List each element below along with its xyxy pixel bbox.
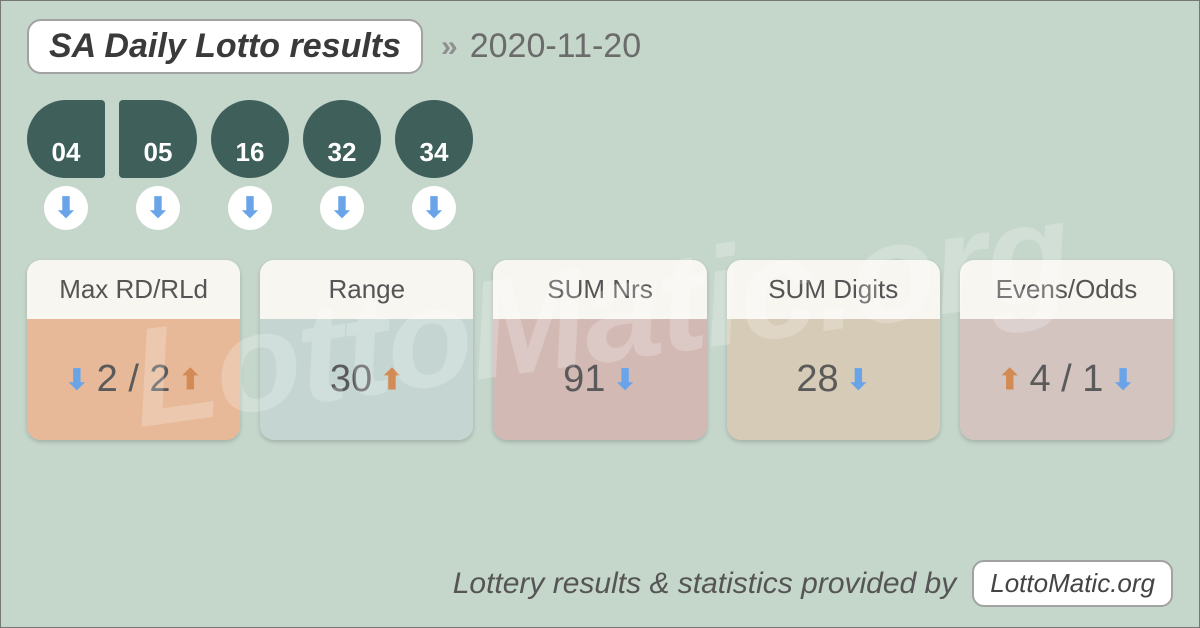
stat-value-text: 2 / 2 bbox=[97, 358, 171, 401]
stat-label: Range bbox=[260, 260, 473, 319]
stat-value: 28 ⬇ bbox=[727, 319, 940, 440]
stat-value-text: 91 bbox=[563, 358, 605, 401]
trend-indicator: ⬇ bbox=[320, 186, 364, 230]
stat-value-text: 4 / 1 bbox=[1029, 358, 1103, 401]
stat-card: Range 30 ⬆ bbox=[260, 260, 473, 440]
stat-card: Max RD/RLd ⬇ 2 / 2 ⬆ bbox=[27, 260, 240, 440]
stat-label: SUM Nrs bbox=[493, 260, 706, 319]
stat-value: ⬇ 2 / 2 ⬆ bbox=[27, 319, 240, 440]
arrow-down-icon: ⬇ bbox=[422, 194, 445, 222]
arrow-down-icon: ⬇ bbox=[146, 194, 169, 222]
arrow-down-icon: ⬇ bbox=[847, 366, 870, 394]
lotto-balls-row: 04 ⬇ 05 ⬇ 16 ⬇ 32 ⬇ 34 ⬇ bbox=[1, 74, 1199, 230]
footer: Lottery results & statistics provided by… bbox=[27, 560, 1173, 607]
lotto-ball-value: 04 bbox=[27, 100, 105, 178]
lotto-ball: 16 ⬇ bbox=[211, 100, 289, 230]
stat-label: Evens/Odds bbox=[960, 260, 1173, 319]
page-title: SA Daily Lotto results bbox=[27, 19, 423, 74]
stat-card: SUM Digits 28 ⬇ bbox=[727, 260, 940, 440]
footer-text: Lottery results & statistics provided by bbox=[453, 567, 957, 601]
lotto-ball-value: 32 bbox=[303, 100, 381, 178]
arrow-down-icon: ⬇ bbox=[613, 366, 636, 394]
stat-value-text: 30 bbox=[330, 358, 372, 401]
stat-value-text: 28 bbox=[796, 358, 838, 401]
stat-card: SUM Nrs 91 ⬇ bbox=[493, 260, 706, 440]
stats-row: Max RD/RLd⬇2 / 2⬆Range30⬆SUM Nrs91⬇SUM D… bbox=[1, 230, 1199, 440]
lotto-ball: 04 ⬇ bbox=[27, 100, 105, 230]
lotto-ball-value: 16 bbox=[211, 100, 289, 178]
header: SA Daily Lotto results » 2020-11-20 bbox=[1, 1, 1199, 74]
lotto-ball: 32 ⬇ bbox=[303, 100, 381, 230]
arrow-up-icon: ⬆ bbox=[179, 366, 202, 394]
footer-brand: LottoMatic.org bbox=[972, 560, 1173, 607]
arrow-down-icon: ⬇ bbox=[238, 194, 261, 222]
trend-indicator: ⬇ bbox=[228, 186, 272, 230]
lotto-ball-value: 05 bbox=[119, 100, 197, 178]
arrow-down-icon: ⬇ bbox=[1111, 366, 1134, 394]
stat-value: ⬆ 4 / 1 ⬇ bbox=[960, 319, 1173, 440]
trend-indicator: ⬇ bbox=[44, 186, 88, 230]
trend-indicator: ⬇ bbox=[136, 186, 180, 230]
stat-label: Max RD/RLd bbox=[27, 260, 240, 319]
stat-value: 30 ⬆ bbox=[260, 319, 473, 440]
lotto-ball: 05 ⬇ bbox=[119, 100, 197, 230]
trend-indicator: ⬇ bbox=[412, 186, 456, 230]
lotto-ball-value: 34 bbox=[395, 100, 473, 178]
arrow-down-icon: ⬇ bbox=[330, 194, 353, 222]
stat-label: SUM Digits bbox=[727, 260, 940, 319]
arrow-down-icon: ⬇ bbox=[54, 194, 77, 222]
arrow-up-icon: ⬆ bbox=[998, 366, 1021, 394]
arrow-down-icon: ⬇ bbox=[65, 366, 88, 394]
arrow-up-icon: ⬆ bbox=[380, 366, 403, 394]
stat-card: Evens/Odds ⬆ 4 / 1 ⬇ bbox=[960, 260, 1173, 440]
draw-date: 2020-11-20 bbox=[470, 27, 641, 66]
lotto-ball: 34 ⬇ bbox=[395, 100, 473, 230]
stat-value: 91 ⬇ bbox=[493, 319, 706, 440]
chevron-right-icon: » bbox=[441, 30, 452, 64]
